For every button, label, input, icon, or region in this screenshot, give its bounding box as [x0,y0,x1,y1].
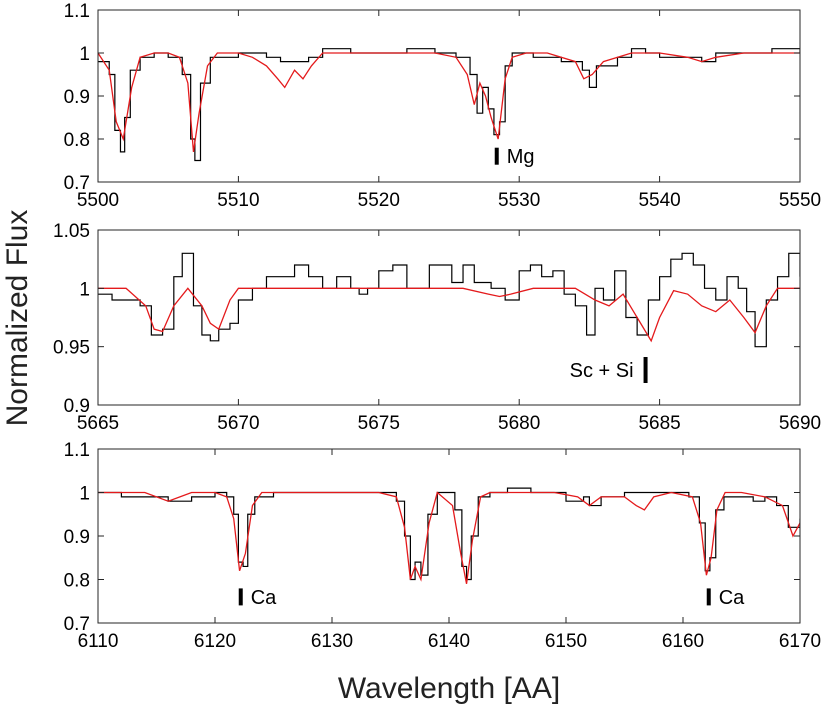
panel-middle: 5665 5670 5675 5680 5685 5690 0.9 0.95 1 1.05 Sc +… [53,221,821,434]
plot-frame-bottom [97,448,801,624]
y-tick-label: 0.9 [64,87,90,108]
y-tick-label: 1 [79,279,90,300]
x-tick-label: 5520 [358,190,400,211]
x-tick-label: 6160 [662,631,704,652]
y-tick-label: 1.1 [64,440,90,461]
x-tick-label: 6110 [78,631,119,652]
x-tick-label: 5510 [217,190,259,211]
x-tick-label: 5530 [498,190,540,211]
y-tick-label: 0.9 [64,396,90,417]
model-spectrum-line-top [98,52,800,152]
line-label: Ca [251,587,277,609]
y-tick-label: 1.05 [53,221,90,242]
y-tick-label: 0.7 [64,614,90,635]
plot-frame-middle [97,229,801,406]
y-tick-label: 0.8 [64,571,90,592]
x-tick-label: 6120 [194,631,236,652]
x-tick-label: 6170 [779,631,821,652]
line-label: Sc + Si [570,360,634,382]
y-axis-label: Normalized Flux [1,210,34,427]
model-spectrum-line-bottom [98,491,800,584]
y-tick-label: 1.1 [64,1,90,22]
observed-spectrum-line-middle [98,252,800,348]
panels: 5500 5510 5520 5530 5540 55500.70.80.911.1Mg5… [53,1,821,652]
y-tick-label: 1 [79,44,90,65]
panel-bottom: 6110 6120 6130 6140 6150 6160 6170 0.7 0.8 0.9 1 1.… [64,440,822,652]
line-marker [643,357,648,383]
x-tick-label: 6140 [428,631,470,652]
x-tick-label: 5680 [498,413,540,434]
line-marker [706,588,711,606]
line-marker [238,588,243,606]
x-tick-label: 6150 [545,631,587,652]
line-label: Mg [507,146,535,168]
x-tick-label: 5550 [779,190,821,211]
y-tick-label: 0.7 [64,173,90,194]
model-spectrum-line-middle [98,287,800,343]
y-tick-label: 0.95 [53,338,90,359]
y-tick-label: 0.8 [64,130,90,151]
observed-spectrum-line-top [98,48,800,162]
x-tick-label: 5670 [217,413,259,434]
y-tick-label: 0.9 [64,527,90,548]
line-label: Ca [719,587,745,609]
x-axis-label: Wavelength [AA] [338,672,560,705]
x-tick-label: 5665 [77,413,119,434]
line-marker [494,147,499,165]
x-tick-label: 5540 [638,190,680,211]
x-tick-label: 5685 [638,413,680,434]
x-tick-label: 5690 [779,413,821,434]
x-tick-label: 5500 [77,190,119,211]
plot-frame-top [97,9,801,183]
x-tick-label: 6130 [311,631,353,652]
x-tick-label: 5675 [358,413,400,434]
panel-top: 5500 5510 5520 5530 5540 5550 0.7 0.8 0.9 1 1.1 Mg [64,1,822,211]
y-tick-label: 1 [79,484,90,505]
